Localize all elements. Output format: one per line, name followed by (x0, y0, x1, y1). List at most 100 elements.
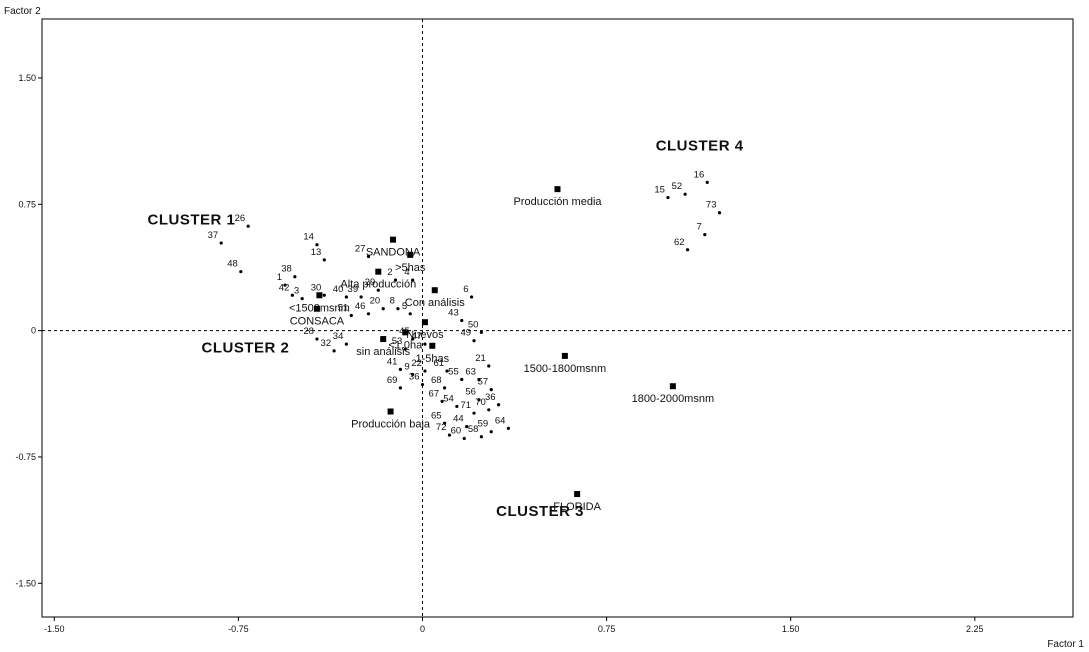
observation-label: 56 (465, 387, 476, 398)
category-point (561, 352, 568, 359)
category-point (407, 251, 414, 258)
x-tick-label: 1.50 (782, 624, 800, 634)
observation-point (479, 330, 484, 334)
category-label: FLORIDA (553, 501, 601, 513)
cluster-label: CLUSTER 2 (202, 340, 290, 357)
observation-label: 26 (235, 213, 246, 224)
observation-point (489, 430, 493, 434)
observation-label: 72 (436, 422, 447, 433)
observation-point (489, 387, 493, 392)
observation-point (487, 408, 491, 412)
observation-point (381, 307, 385, 311)
category-point (316, 292, 323, 299)
observation-point (705, 180, 709, 184)
observation-point (447, 433, 452, 437)
category-label: 1800-2000msnm (632, 393, 715, 405)
observation-point (315, 337, 319, 341)
cluster-label: CLUSTER 4 (656, 137, 744, 154)
observation-label: 1 (277, 272, 282, 283)
observation-point (322, 293, 326, 297)
observation-point (293, 275, 297, 279)
observation-point (423, 342, 427, 346)
observation-label: 7 (696, 222, 701, 233)
y-axis-ticks: 1.50 0.75 0 -0.75 -1.50 (15, 73, 42, 588)
observation-label: 6 (463, 284, 468, 295)
observation-label: 14 (303, 232, 314, 243)
observation-label: 54 (443, 393, 454, 404)
category-label: Alta producción (340, 279, 416, 291)
observation-label: 48 (227, 259, 238, 270)
observation-label: 3 (294, 286, 299, 297)
observation-label: 27 (355, 244, 366, 255)
observation-point (440, 399, 444, 403)
observation-point (420, 382, 425, 387)
observation-label: 37 (208, 230, 219, 241)
observation-label: 39 (348, 284, 359, 295)
observation-point (322, 258, 326, 262)
observation-point (455, 404, 459, 409)
category-label: >5has (395, 262, 426, 274)
observation-label: 32 (321, 338, 332, 349)
observation-label: 59 (478, 419, 489, 430)
observation-point (683, 192, 687, 196)
observation-point (496, 403, 501, 407)
observation-point (344, 342, 348, 346)
category-point (554, 186, 561, 193)
observation-point (472, 411, 476, 415)
y-tick-label: 1.50 (18, 73, 36, 83)
observation-label: 47 (411, 331, 422, 342)
observation-label: 15 (654, 185, 665, 196)
observation-label: 20 (370, 296, 381, 307)
category-label: sin análisis (356, 346, 410, 358)
x-tick-label: -0.75 (228, 624, 249, 634)
observation-label: 13 (311, 247, 322, 258)
observation-point (717, 211, 722, 215)
observation-point (469, 295, 474, 299)
observation-label: 68 (431, 375, 442, 386)
observation-point (703, 233, 707, 237)
observation-label: 36 (409, 372, 420, 383)
x-tick-label: 0.75 (598, 624, 616, 634)
category-point (390, 236, 397, 243)
observation-label: 70 (475, 397, 486, 408)
observation-point (403, 347, 407, 351)
x-tick-label: 2.25 (966, 624, 984, 634)
observation-label: 57 (478, 377, 489, 388)
category-point (421, 319, 428, 326)
observation-point (411, 372, 415, 377)
observation-label: 65 (431, 410, 442, 421)
category-point (387, 408, 394, 415)
y-tick-label: 0 (31, 326, 36, 336)
observation-label: 69 (387, 375, 398, 386)
observation-point (246, 224, 250, 228)
category-label: 1-5has (415, 353, 449, 365)
observation-label: 2 (387, 267, 392, 278)
category-label: Producción baja (351, 418, 431, 430)
observation-label: 51 (338, 302, 349, 313)
observation-point (349, 313, 353, 318)
observation-label: 38 (281, 264, 292, 275)
x-tick-label: -1.50 (44, 624, 65, 634)
category-label: Con análisis (405, 297, 465, 309)
category-point (375, 268, 382, 275)
observation-label: 67 (429, 388, 440, 399)
observation-label: 46 (355, 301, 366, 312)
observation-label: 5 (402, 301, 407, 312)
observation-label: 8 (390, 296, 395, 307)
observation-label: 43 (448, 308, 459, 319)
observation-label: 9 (404, 361, 409, 372)
observation-point (411, 337, 415, 341)
category-label: <1,0ha (388, 339, 423, 351)
x-axis-ticks: -1.50 -0.75 0 0.75 1.50 2.25 (44, 617, 984, 634)
observation-point (442, 421, 447, 425)
observation-label: 30 (311, 282, 322, 293)
observation-point (366, 312, 371, 316)
category-point (574, 491, 581, 498)
cluster-label: CLUSTER 1 (148, 212, 236, 229)
observation-label: 42 (279, 282, 290, 293)
observation-point (315, 243, 319, 247)
observation-point (396, 307, 400, 311)
cluster-labels: CLUSTER 1 CLUSTER 2 CLUSTER 3 CLUSTER 4 (148, 137, 744, 520)
observation-label: 21 (475, 353, 486, 364)
observation-label: 22 (411, 358, 422, 369)
